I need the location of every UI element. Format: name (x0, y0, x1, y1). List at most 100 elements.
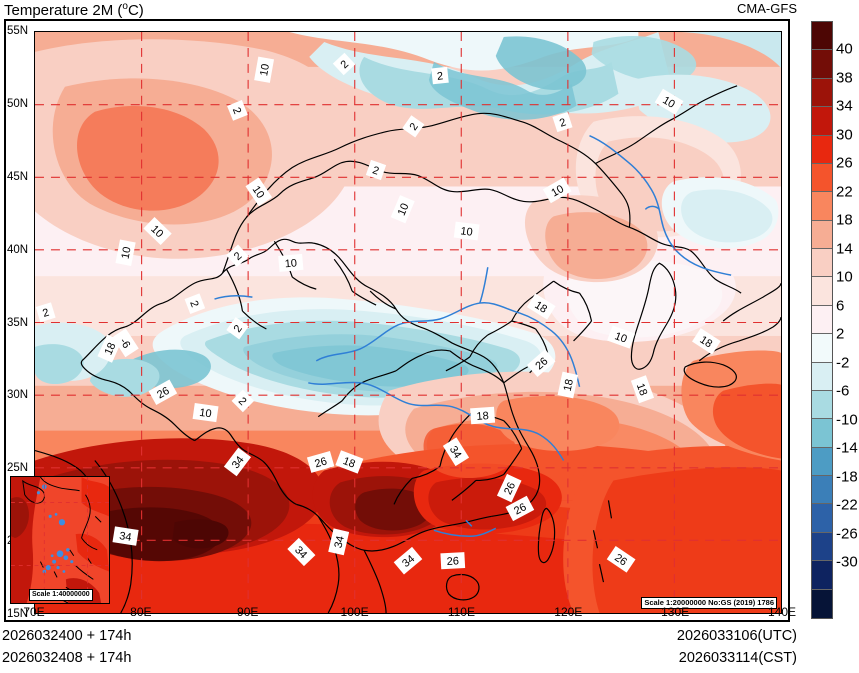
svg-text:26: 26 (612, 552, 629, 569)
contour-label: 26 (440, 552, 466, 570)
contour-label: 10 (542, 177, 572, 204)
svg-text:26: 26 (155, 385, 171, 401)
latitude-tick-25N: 25N (7, 462, 29, 475)
latitude-tick-40N: 40N (7, 243, 29, 256)
svg-text:2: 2 (558, 116, 568, 129)
svg-text:10: 10 (284, 257, 297, 270)
svg-text:18: 18 (634, 382, 649, 398)
svg-text:18: 18 (697, 334, 714, 351)
inset-field (11, 477, 109, 603)
colorbar-tick-10: 10 (836, 268, 853, 286)
map-scale-label: Scale 1:20000000 No:GS (2019) 1786 (641, 597, 777, 609)
longitude-tick-130E: 130E (661, 605, 690, 619)
svg-text:2: 2 (230, 106, 243, 116)
page-title: Temperature 2M (oC) (4, 1, 144, 19)
svg-text:10: 10 (549, 183, 566, 199)
contour-label: 2 (365, 159, 387, 181)
svg-text:10: 10 (613, 330, 629, 345)
contour-label: 10 (115, 239, 136, 267)
svg-text:18: 18 (532, 299, 549, 316)
colorbar-tick--18: -18 (836, 468, 858, 486)
colorbar-swatch-14 (812, 419, 832, 448)
svg-text:10: 10 (660, 94, 677, 111)
contour-label: 2 (184, 293, 206, 314)
svg-text:10: 10 (258, 63, 272, 77)
contour-label: 26 (606, 545, 636, 573)
latitude-tick-15N: 15N (7, 608, 29, 620)
colorbar-swatch-18 (812, 532, 832, 562)
longitude-tick-140E: 140E (767, 605, 797, 619)
svg-text:2: 2 (232, 323, 245, 335)
contour-label: 10 (192, 403, 219, 423)
contour-label: 2 (231, 389, 255, 413)
latitude-tick-55N: 55N (7, 25, 29, 37)
colorbar-swatch-17 (812, 504, 832, 533)
svg-text:18: 18 (103, 341, 119, 357)
contour-label: 10 (254, 56, 275, 83)
contour-label: 26 (306, 450, 335, 473)
svg-text:18: 18 (562, 378, 576, 392)
colorbar-tick-6: 6 (836, 297, 845, 315)
colorbar-tick--10: -10 (836, 411, 858, 429)
svg-text:34: 34 (230, 454, 247, 471)
svg-text:34: 34 (447, 444, 464, 461)
contour-label: 34 (328, 528, 350, 556)
colorbar-swatch-11 (812, 334, 832, 363)
longitude-tick-120E: 120E (554, 605, 583, 619)
colorbar-tick-22: 22 (836, 183, 853, 201)
map-canvas[interactable]: 10 2 2 10 2 2 2 2 10 10 10 10 10 10 2 10 18 2 2 2 10 -6 18 26 10… (34, 31, 782, 614)
contour-label: 18 (630, 375, 655, 404)
svg-text:2: 2 (436, 70, 443, 83)
longitude-tick-80E: 80E (130, 605, 152, 619)
contour-label: 2 (227, 100, 248, 121)
contour-label: 26 (496, 473, 522, 503)
colorbar-tick--6: -6 (836, 382, 850, 400)
contour-label: 34 (442, 437, 470, 467)
contour-label: 34 (393, 546, 423, 575)
title-tail: C) (127, 2, 144, 19)
contour-label: 18 (692, 328, 721, 355)
contour-label: 18 (526, 293, 556, 320)
colorbar-swatch-7 (812, 220, 832, 249)
colorbar-swatch-1 (812, 50, 832, 79)
valid-time-cst: 2026033114(CST) (678, 650, 797, 666)
colorbar-swatch-19 (812, 561, 832, 590)
contour-label: 34 (287, 537, 316, 567)
south-china-sea-inset[interactable]: Scale 1:40000000 (10, 476, 110, 604)
svg-text:34: 34 (118, 530, 132, 544)
model-label: CMA-GFS (737, 1, 797, 16)
latitude-tick-50N: 50N (7, 97, 29, 110)
svg-text:10: 10 (199, 407, 213, 421)
colorbar-swatch-10 (812, 305, 832, 335)
svg-text:10: 10 (119, 246, 133, 260)
svg-text:26: 26 (313, 455, 328, 470)
svg-text:26: 26 (502, 480, 518, 496)
colorbar-swatch-6 (812, 192, 832, 221)
init-time-line1: 2026032400 + 174h (2, 628, 132, 644)
contour-label: 34 (223, 447, 252, 477)
colorbar-swatch-16 (812, 476, 832, 505)
colorbar-tick--26: -26 (836, 525, 858, 543)
colorbar-swatch-5 (812, 163, 832, 193)
valid-time-block: 2026033106(UTC) 2026033114(CST) (677, 625, 797, 669)
colorbar-swatch-8 (812, 249, 832, 278)
contour-label: 10 (453, 221, 480, 241)
contour-label: 18 (97, 334, 122, 363)
contour-label: 2 (35, 302, 56, 323)
contour-label: 2 (226, 317, 249, 340)
svg-text:18: 18 (341, 455, 357, 471)
svg-text:10: 10 (460, 225, 474, 238)
contour-label: -6 (112, 328, 139, 358)
contour-label: 2 (226, 244, 249, 267)
degree-symbol: o (122, 1, 128, 12)
contour-label: 10 (390, 195, 415, 224)
contour-label: 18 (470, 406, 496, 425)
colorbar-swatch-13 (812, 390, 832, 420)
colorbar-tick--30: -30 (836, 553, 858, 571)
contour-label: 10 (143, 216, 172, 246)
longitude-tick-70E: 70E (23, 605, 45, 619)
inset-scale-label: Scale 1:40000000 (29, 589, 93, 601)
